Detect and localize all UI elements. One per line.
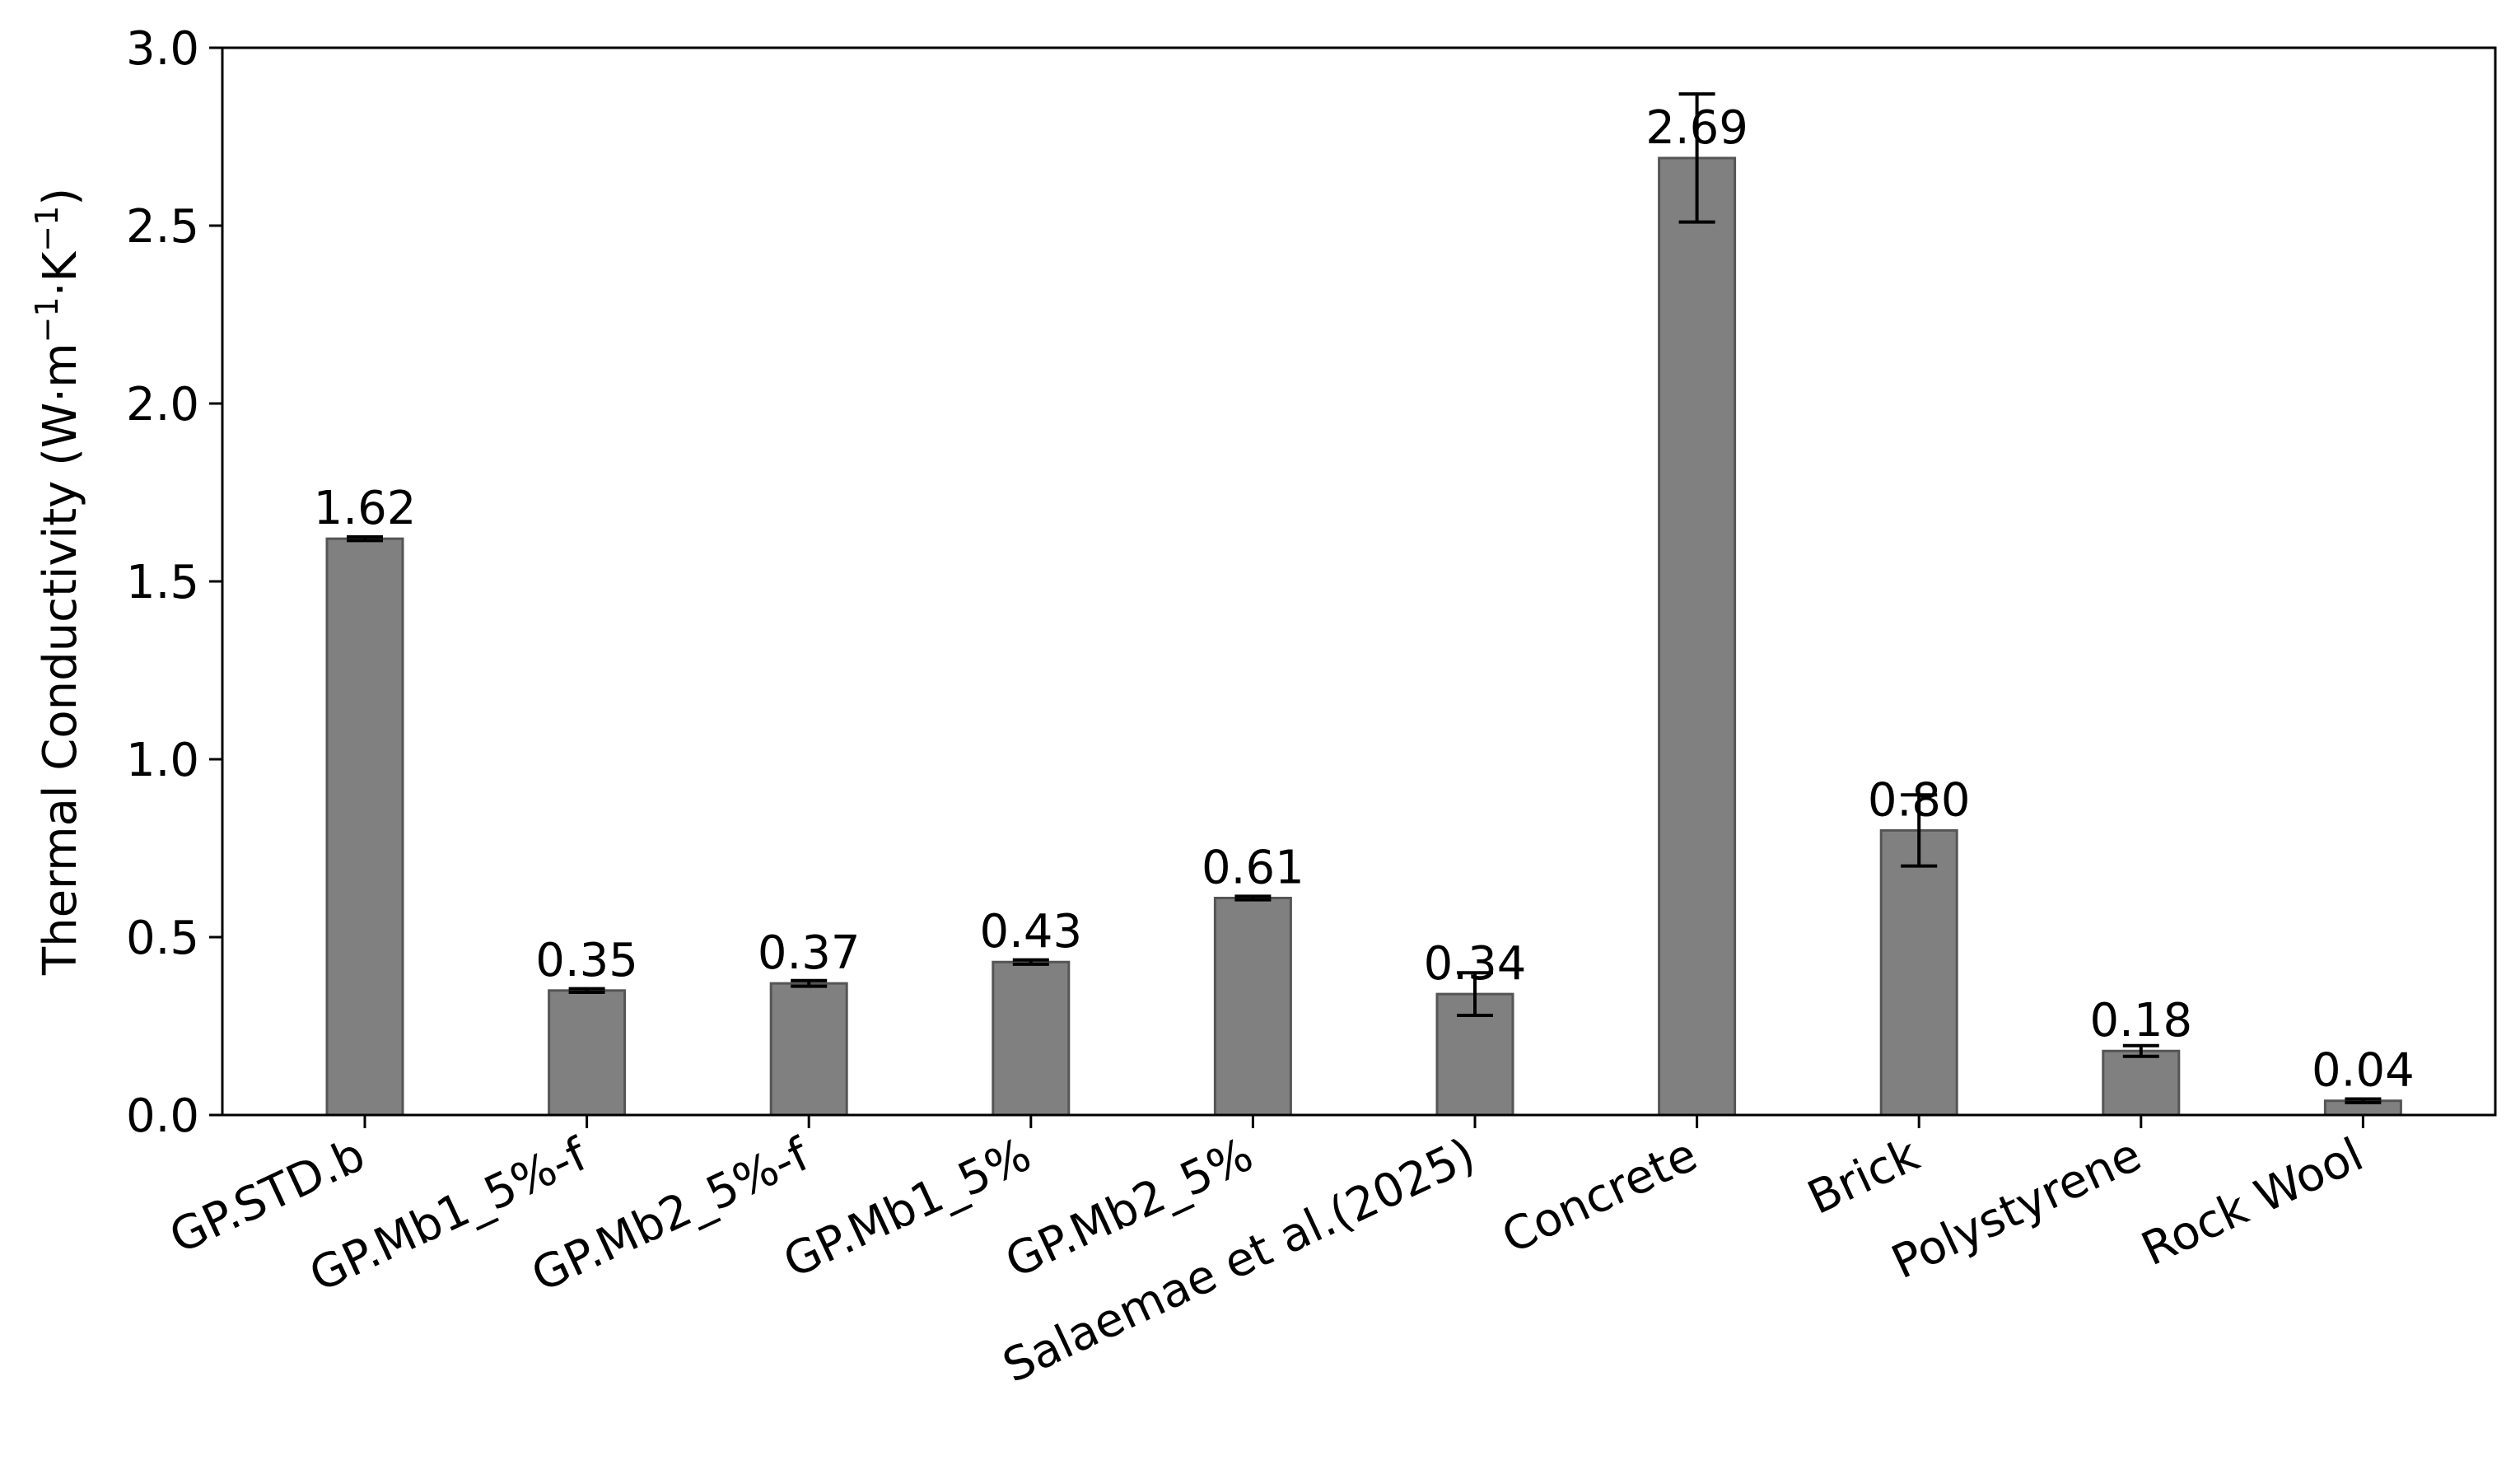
- bar: [992, 960, 1071, 1117]
- y-tick-label: 2.0: [126, 378, 199, 432]
- y-tick-label: 1.5: [126, 556, 199, 609]
- bar: [1213, 896, 1292, 1117]
- y-axis-title-mid: ·K: [34, 250, 87, 296]
- data-label: 1.62: [314, 482, 417, 535]
- y-tick-label: 3.0: [126, 22, 199, 76]
- x-axis: GP.STD.bGP.Mb1_5%-fGP.Mb2_5%-fGP.Mb1_5%G…: [162, 1115, 2371, 1393]
- data-label: 0.37: [758, 926, 861, 980]
- bar: [325, 537, 404, 1117]
- bar: [548, 989, 627, 1117]
- bar: [1658, 156, 1737, 1117]
- y-tick-label: 0.5: [126, 912, 199, 965]
- data-label: 0.43: [979, 905, 1082, 959]
- x-tick-label: Polystyrene: [1884, 1128, 2149, 1290]
- y-axis-title-end: ): [34, 188, 87, 206]
- data-label: 0.80: [1868, 773, 1971, 827]
- x-tick-label: GP.Mb1_5%: [776, 1128, 1039, 1289]
- bar: [1879, 828, 1958, 1117]
- y-axis-title-sup2: −1: [29, 206, 65, 252]
- x-tick-label: Concrete: [1494, 1128, 1705, 1265]
- bar: [769, 982, 848, 1117]
- data-label: 2.69: [1645, 101, 1748, 155]
- data-label: 0.35: [535, 934, 638, 987]
- y-axis-title-sup1: −1: [29, 296, 65, 343]
- data-label: 0.04: [2312, 1044, 2415, 1098]
- plot-area: 1.62 0.35 0.37 0.43 0.61 0.34 2.69 0.80 0.18 0.04: [314, 92, 2415, 1117]
- data-label: 0.61: [1202, 841, 1304, 894]
- bar: [2102, 1049, 2181, 1117]
- y-axis: 0.0 0.5 1.0 1.5 2.0 2.5 3.0: [126, 22, 222, 1143]
- y-axis-title: Thermal Conductivity (W·m−1·K−1): [29, 188, 87, 976]
- y-tick-label: 0.0: [126, 1089, 199, 1143]
- y-axis-title-main: Thermal Conductivity (W·m: [34, 343, 87, 976]
- data-label: 0.34: [1424, 937, 1527, 991]
- y-tick-label: 1.0: [126, 734, 199, 787]
- data-label: 0.18: [2089, 994, 2192, 1047]
- y-tick-label: 2.5: [126, 200, 199, 254]
- x-tick-label: Rock Wool: [2134, 1128, 2371, 1277]
- x-tick-label: Brick: [1800, 1128, 1928, 1225]
